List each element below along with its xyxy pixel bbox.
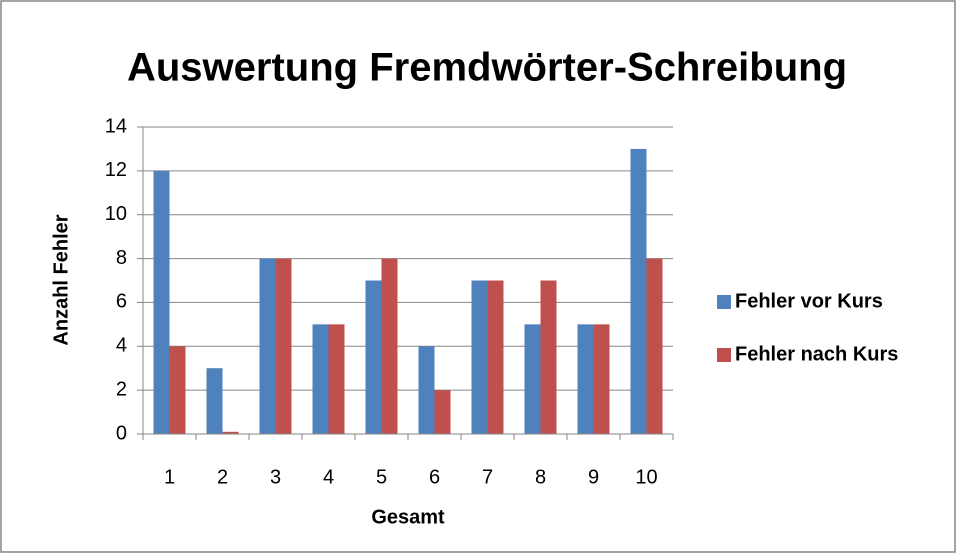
bar	[540, 280, 557, 434]
x-tick-label: 5	[376, 466, 387, 488]
bar	[259, 258, 276, 434]
y-axis-label: Anzahl Fehler	[50, 214, 72, 345]
y-tick-label: 12	[105, 159, 127, 181]
bar	[487, 280, 504, 434]
bar	[169, 346, 186, 434]
bar	[222, 431, 239, 434]
x-tick-label: 3	[270, 466, 281, 488]
y-tick-label: 2	[116, 378, 127, 400]
x-tick-label: 2	[217, 466, 228, 488]
x-tick-label: 6	[429, 466, 440, 488]
bar	[593, 324, 610, 434]
x-tick-label: 10	[635, 466, 657, 488]
bar	[275, 258, 292, 434]
y-tick-label: 10	[105, 203, 127, 225]
x-tick-label: 1	[164, 466, 175, 488]
bar	[434, 390, 451, 434]
y-tick-label: 6	[116, 291, 127, 313]
legend-label: Fehler vor Kurs	[735, 290, 883, 312]
bar	[312, 324, 329, 434]
y-tick-label: 8	[116, 247, 127, 269]
bar	[381, 258, 398, 434]
bar	[153, 170, 170, 434]
y-tick-label: 14	[105, 115, 127, 137]
bar	[418, 346, 435, 434]
legend-label: Fehler nach Kurs	[735, 343, 898, 365]
bar	[365, 280, 382, 434]
legend-swatch	[717, 295, 731, 309]
x-tick-label: 4	[323, 466, 334, 488]
bar	[206, 368, 223, 434]
x-tick-label: 8	[535, 466, 546, 488]
x-tick-label: 7	[482, 466, 493, 488]
bar	[471, 280, 488, 434]
x-axis-label: Gesamt	[371, 506, 445, 528]
bar	[630, 148, 647, 434]
bar	[577, 324, 594, 434]
bar	[524, 324, 541, 434]
y-tick-label: 4	[116, 335, 127, 357]
x-tick-label: 9	[588, 466, 599, 488]
bar	[646, 258, 663, 434]
chart-title: Auswertung Fremdwörter-Schreibung	[127, 46, 847, 90]
y-tick-label: 0	[116, 422, 127, 444]
bar	[328, 324, 345, 434]
legend-swatch	[717, 348, 731, 362]
